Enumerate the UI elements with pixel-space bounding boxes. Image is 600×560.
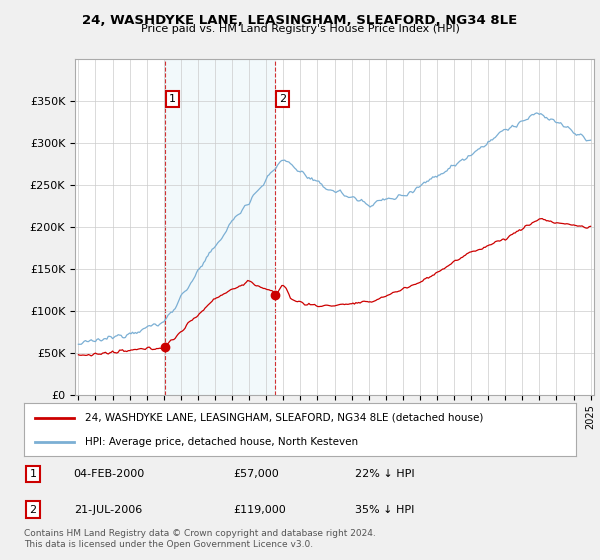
Text: 24, WASHDYKE LANE, LEASINGHAM, SLEAFORD, NG34 8LE: 24, WASHDYKE LANE, LEASINGHAM, SLEAFORD,… <box>82 14 518 27</box>
Text: £119,000: £119,000 <box>234 505 287 515</box>
Bar <box>166 59 275 395</box>
Text: Price paid vs. HM Land Registry's House Price Index (HPI): Price paid vs. HM Land Registry's House … <box>140 24 460 34</box>
Text: HPI: Average price, detached house, North Kesteven: HPI: Average price, detached house, Nort… <box>85 437 358 447</box>
Text: 04-FEB-2000: 04-FEB-2000 <box>74 469 145 479</box>
Text: 2: 2 <box>279 94 286 104</box>
Text: 24, WASHDYKE LANE, LEASINGHAM, SLEAFORD, NG34 8LE (detached house): 24, WASHDYKE LANE, LEASINGHAM, SLEAFORD,… <box>85 413 483 423</box>
Text: 22% ↓ HPI: 22% ↓ HPI <box>355 469 415 479</box>
Text: 35% ↓ HPI: 35% ↓ HPI <box>355 505 415 515</box>
Text: 1: 1 <box>169 94 176 104</box>
Text: Contains HM Land Registry data © Crown copyright and database right 2024.
This d: Contains HM Land Registry data © Crown c… <box>24 529 376 549</box>
Text: 1: 1 <box>29 469 37 479</box>
Text: 21-JUL-2006: 21-JUL-2006 <box>74 505 142 515</box>
Text: 2: 2 <box>29 505 37 515</box>
Text: £57,000: £57,000 <box>234 469 280 479</box>
